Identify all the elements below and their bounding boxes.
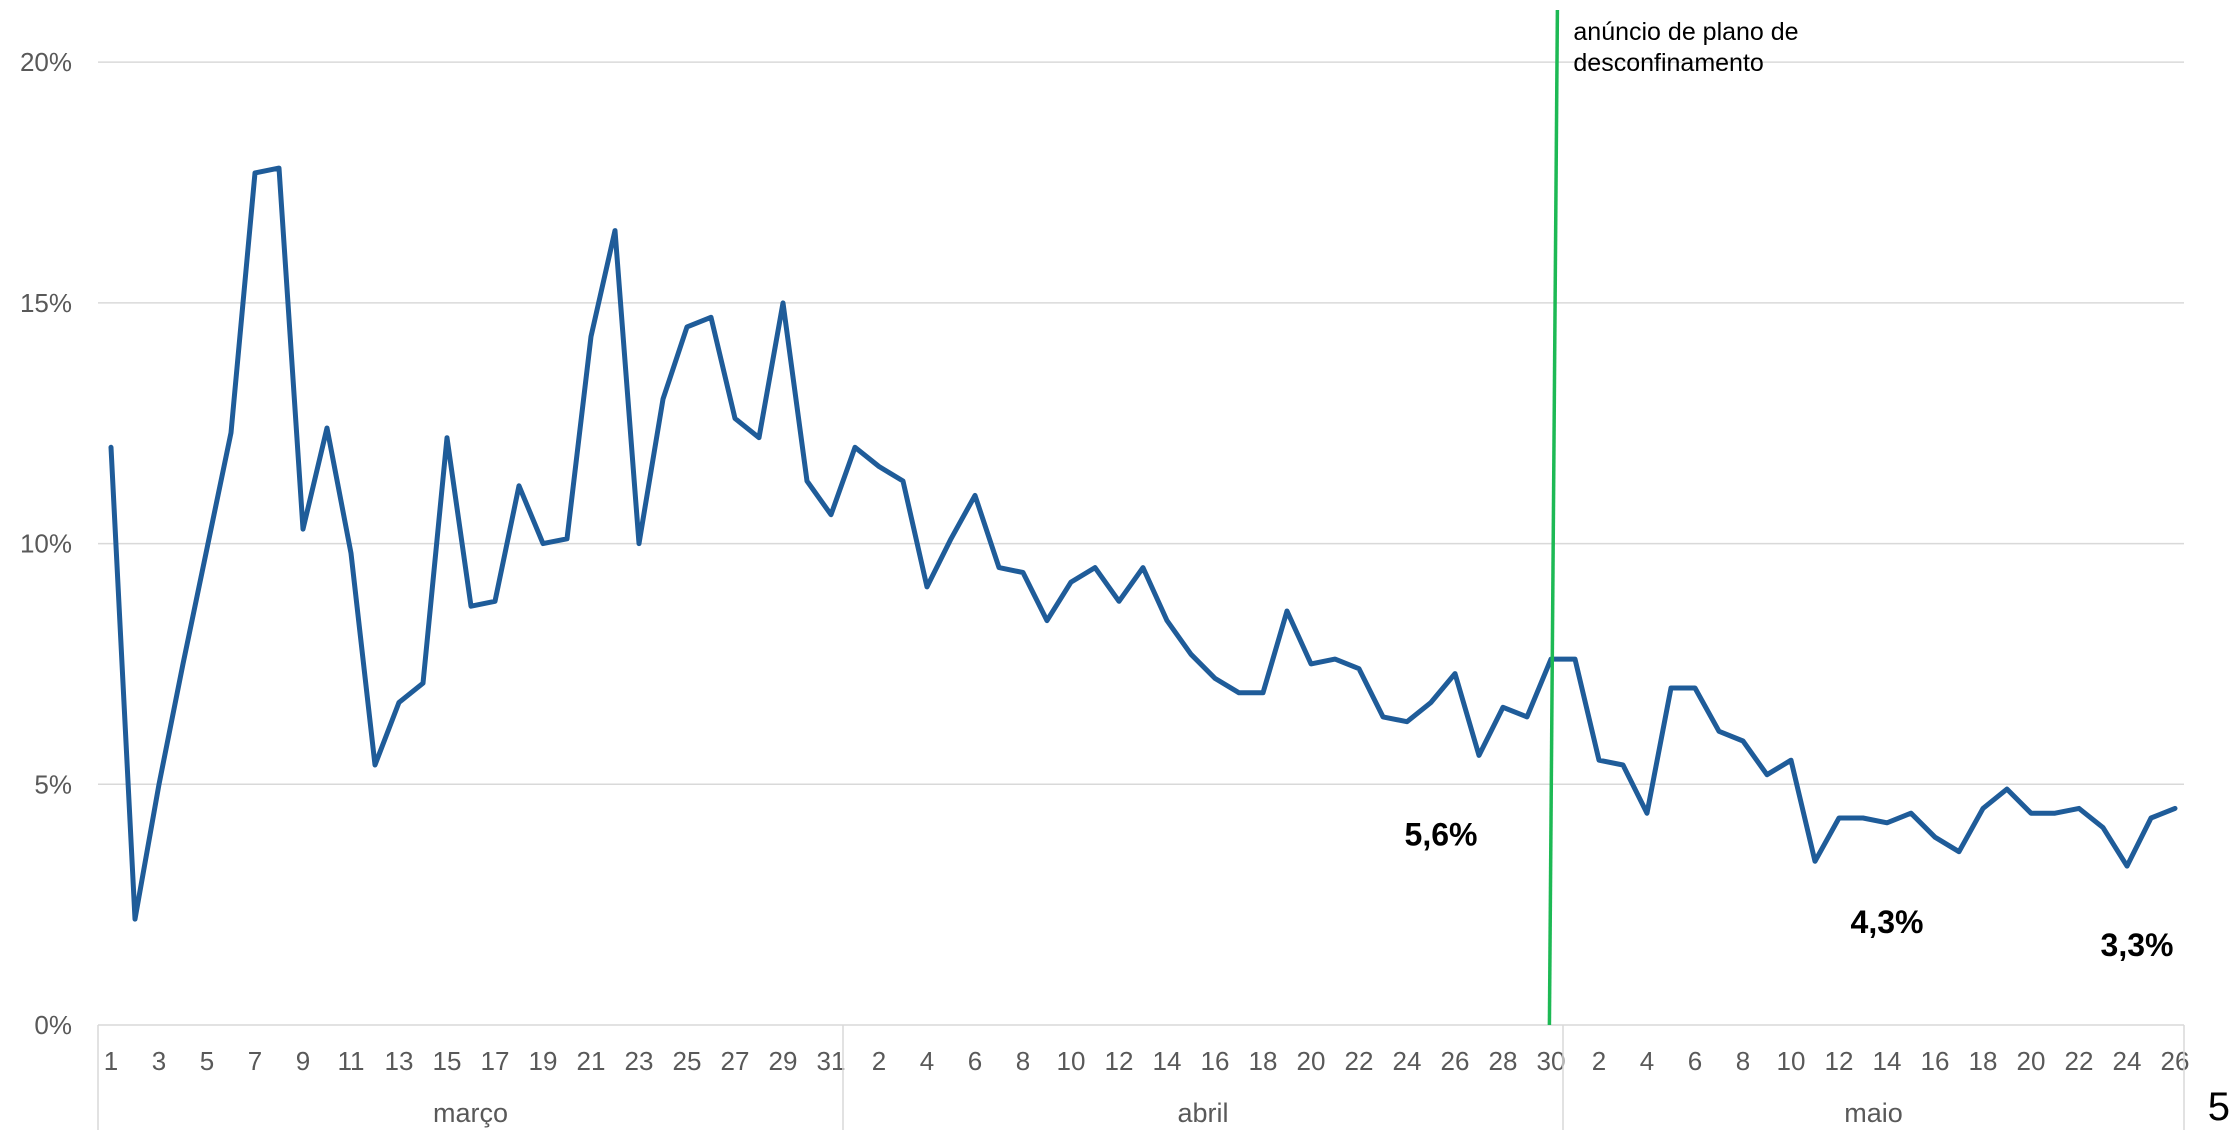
x-tick-label: 17: [481, 1046, 510, 1076]
x-tick-label: 24: [2113, 1046, 2142, 1076]
x-tick-label: 4: [1640, 1046, 1654, 1076]
x-tick-label: 26: [1441, 1046, 1470, 1076]
x-tick-label: 11: [338, 1046, 365, 1076]
x-tick-label: 19: [529, 1046, 558, 1076]
x-tick-label: 20: [2017, 1046, 2046, 1076]
x-tick-label: 15: [433, 1046, 462, 1076]
x-tick-label: 16: [1921, 1046, 1950, 1076]
x-tick-label: 23: [625, 1046, 654, 1076]
x-tick-label: 2: [1592, 1046, 1606, 1076]
y-tick-label: 10%: [20, 529, 72, 559]
x-tick-label: 6: [968, 1046, 982, 1076]
x-tick-label: 3: [152, 1046, 166, 1076]
x-tick-label: 8: [1736, 1046, 1750, 1076]
series-line: [108, 165, 2178, 922]
annotation-text: anúncio de plano de: [1573, 18, 1798, 46]
x-tick-label: 21: [577, 1046, 606, 1076]
data-label: 4,3%: [1851, 904, 1924, 940]
annotation-text: desconfinamento: [1573, 49, 1763, 77]
month-label: março: [433, 1098, 508, 1128]
x-tick-label: 14: [1153, 1046, 1182, 1076]
x-tick-label: 27: [721, 1046, 750, 1076]
x-tick-label: 22: [1345, 1046, 1374, 1076]
x-tick-label: 24: [1393, 1046, 1422, 1076]
x-tick-label: 1: [104, 1046, 118, 1076]
series-group: [108, 165, 2178, 922]
x-tick-label: 30: [1537, 1046, 1566, 1076]
x-tick-label: 4: [920, 1046, 934, 1076]
month-label: maio: [1844, 1098, 1903, 1128]
x-tick-label: 22: [2065, 1046, 2094, 1076]
month-label: abril: [1177, 1098, 1228, 1128]
x-tick-label: 13: [385, 1046, 414, 1076]
data-labels: 5,6% 4,3% 3,3%: [1405, 816, 2174, 963]
x-tick-label: 10: [1057, 1046, 1086, 1076]
annotations: anúncio de plano de desconfinamento: [1547, 9, 1799, 1026]
x-tick-label: 20: [1297, 1046, 1326, 1076]
x-tick-label: 5: [200, 1046, 214, 1076]
y-tick-label: 20%: [20, 47, 72, 77]
y-tick-label: 0%: [34, 1010, 72, 1040]
x-tick-label: 18: [1249, 1046, 1278, 1076]
x-tick-label: 7: [248, 1046, 262, 1076]
x-tick-label: 18: [1969, 1046, 1998, 1076]
x-tick-label: 28: [1489, 1046, 1518, 1076]
x-tick-label: 29: [769, 1046, 798, 1076]
y-tick-label: 5%: [34, 769, 72, 799]
y-tick-label: 15%: [20, 288, 72, 318]
y-axis: 0% 5% 10% 15% 20%: [20, 47, 72, 1040]
data-label: 5,6%: [1405, 816, 1478, 852]
x-tick-label: 9: [296, 1046, 310, 1076]
gridlines: [98, 61, 2184, 786]
page-number: 5: [2207, 1085, 2230, 1129]
x-tick-label: 14: [1873, 1046, 1902, 1076]
x-tick-label: 26: [2161, 1046, 2190, 1076]
x-tick-label: 12: [1105, 1046, 1134, 1076]
x-tick-label: 31: [817, 1046, 846, 1076]
x-tick-label: 16: [1201, 1046, 1230, 1076]
x-tick-label: 6: [1688, 1046, 1702, 1076]
x-tick-label: 10: [1777, 1046, 1806, 1076]
data-label: 3,3%: [2101, 927, 2174, 963]
annotation-line: [1547, 9, 1560, 1026]
x-tick-label: 8: [1016, 1046, 1030, 1076]
x-tick-label: 12: [1825, 1046, 1854, 1076]
x-tick-label: 25: [673, 1046, 702, 1076]
x-tick-label: 2: [872, 1046, 886, 1076]
